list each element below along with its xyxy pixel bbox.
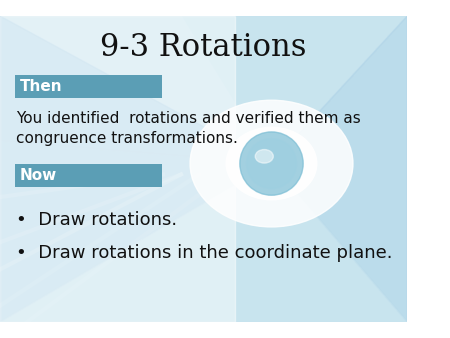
Polygon shape xyxy=(0,16,407,164)
Polygon shape xyxy=(0,164,407,322)
Ellipse shape xyxy=(190,100,353,227)
Polygon shape xyxy=(0,16,271,322)
Ellipse shape xyxy=(247,139,297,189)
Polygon shape xyxy=(271,16,407,322)
Polygon shape xyxy=(0,16,271,164)
Text: 9-3 Rotations: 9-3 Rotations xyxy=(100,32,307,63)
Text: Now: Now xyxy=(20,168,57,183)
Ellipse shape xyxy=(255,149,273,163)
Polygon shape xyxy=(0,16,235,322)
FancyBboxPatch shape xyxy=(15,75,162,98)
Polygon shape xyxy=(0,16,407,322)
Ellipse shape xyxy=(240,132,303,195)
Text: •  Draw rotations in the coordinate plane.: • Draw rotations in the coordinate plane… xyxy=(16,244,393,262)
Ellipse shape xyxy=(226,127,317,200)
Text: You identified  rotations and verified them as
congruence transformations.: You identified rotations and verified th… xyxy=(16,111,361,146)
FancyBboxPatch shape xyxy=(15,164,162,187)
Text: Then: Then xyxy=(20,79,63,94)
Text: •  Draw rotations.: • Draw rotations. xyxy=(16,211,177,228)
